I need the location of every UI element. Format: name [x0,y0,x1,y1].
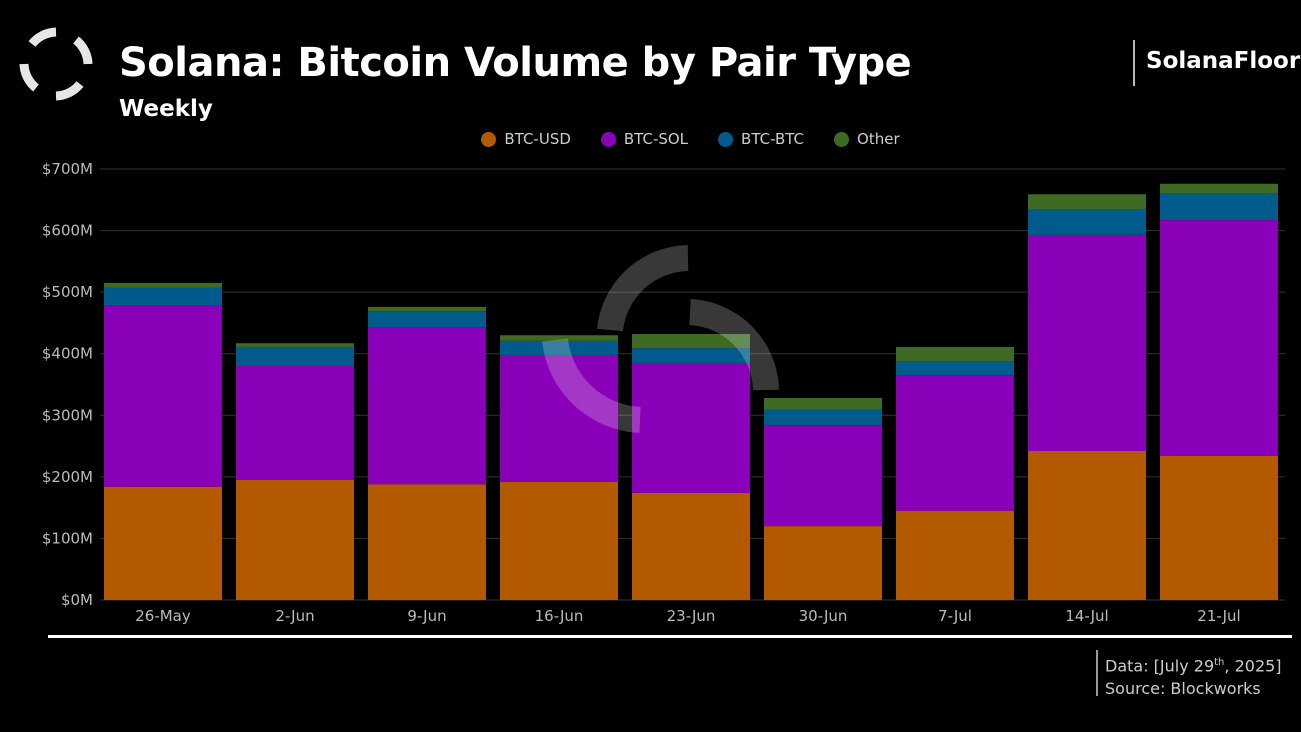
bar-segment-other [104,282,222,288]
x-tick-label: 30-Jun [799,607,848,625]
legend-swatch [834,131,850,147]
legend-swatch [718,131,734,147]
bar-segment-other [236,343,354,347]
y-tick-label: $200M [42,468,93,486]
bar-segment-btc-usd [764,526,882,600]
legend-swatch [600,131,616,147]
bar-segment-btc-sol [368,327,486,485]
bar-segment-btc-usd [500,481,618,600]
footer-divider [48,635,1292,638]
bar-segment-btc-btc [104,287,222,306]
legend: BTC-USD BTC-SOL BTC-BTC Other [0,130,1301,148]
watermark-arc [688,299,779,391]
x-tick-label: 7-Jul [938,607,972,625]
y-tick-label: $500M [42,283,93,301]
data-date: Data: [July 29th, 2025] [1105,656,1282,676]
bar-segment-btc-usd [896,510,1014,600]
bar-segment-other [368,306,486,312]
y-tick-label: $400M [42,345,93,363]
bar-segment-btc-sol [764,425,882,527]
bar-segment-btc-usd [368,484,486,600]
bar-segment-btc-sol [500,354,618,482]
legend-item: Other [834,130,900,148]
footer-info: Data: [July 29th, 2025] Source: Blockwor… [1105,651,1282,700]
legend-item: BTC-SOL [600,130,689,148]
chart-title: Solana: Bitcoin Volume by Pair Type [119,40,912,86]
bar-segment-btc-sol [1028,234,1146,451]
brand-name: SolanaFloor [1146,48,1301,74]
y-tick-label: $700M [42,160,93,178]
x-tick-label: 14-Jul [1065,607,1108,625]
bar-segment-btc-usd [1160,455,1278,600]
bar-segment-other [632,334,750,349]
bar-segment-btc-sol [1160,220,1278,456]
bar-segment-btc-sol [104,305,222,487]
legend-label: Other [857,130,900,148]
legend-item: BTC-USD [481,130,571,148]
watermark-arc [542,338,642,433]
footer-separator [1096,650,1098,696]
y-tick-label: $100M [42,529,93,547]
bar-segment-other [896,346,1014,362]
y-tick-label: $0M [61,591,93,609]
logo-icon [19,27,93,101]
bar-segment-btc-btc [632,348,750,363]
bar-segment-btc-sol [896,375,1014,511]
legend-label: BTC-USD [504,130,571,148]
bar-segment-btc-btc [1160,193,1278,221]
bar-chart: $0M $100M $200M $300M $400M $500M $600M $700M 26… [42,160,1285,625]
legend-item: BTC-BTC [718,130,804,148]
bar-segment-other [500,335,618,341]
bar-segment-btc-btc [1028,209,1146,235]
chart-subtitle: Weekly [119,96,213,122]
legend-swatch [481,131,497,147]
bar-segment-btc-sol [236,366,354,480]
bar-segment-other [1160,183,1278,194]
bar-segment-btc-usd [236,479,354,600]
bar-segment-btc-btc [368,311,486,328]
brand-divider [1133,40,1135,86]
y-tick-label: $600M [42,222,93,240]
bar-segment-btc-sol [632,362,750,493]
y-tick-label: $300M [42,406,93,424]
bar-segment-btc-usd [104,486,222,600]
bar-segment-btc-usd [1028,450,1146,600]
bar-segment-btc-btc [236,346,354,367]
x-tick-label: 16-Jun [535,607,584,625]
watermark-logo-icon [542,245,779,433]
bar-segment-btc-usd [632,492,750,600]
bar-segment-btc-btc [896,361,1014,376]
bar-segment-btc-btc [764,409,882,426]
x-tick-label: 21-Jul [1197,607,1240,625]
x-tick-label: 26-May [135,607,191,625]
legend-label: BTC-SOL [623,130,689,148]
bar-segment-other [1028,194,1146,210]
x-tick-label: 2-Jun [275,607,314,625]
legend-label: BTC-BTC [741,130,805,148]
watermark-arc [597,245,689,332]
x-tick-label: 23-Jun [667,607,716,625]
x-tick-label: 9-Jun [407,607,446,625]
bar-segment-btc-btc [500,340,618,355]
bar-segment-other [764,398,882,410]
data-source: Source: Blockworks [1105,679,1261,699]
